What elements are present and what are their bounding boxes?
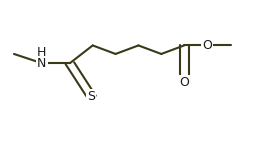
Text: H: H	[37, 46, 46, 59]
Text: O: O	[179, 76, 189, 89]
Text: S: S	[87, 90, 96, 103]
Text: O: O	[202, 39, 212, 52]
Text: N: N	[37, 57, 46, 70]
